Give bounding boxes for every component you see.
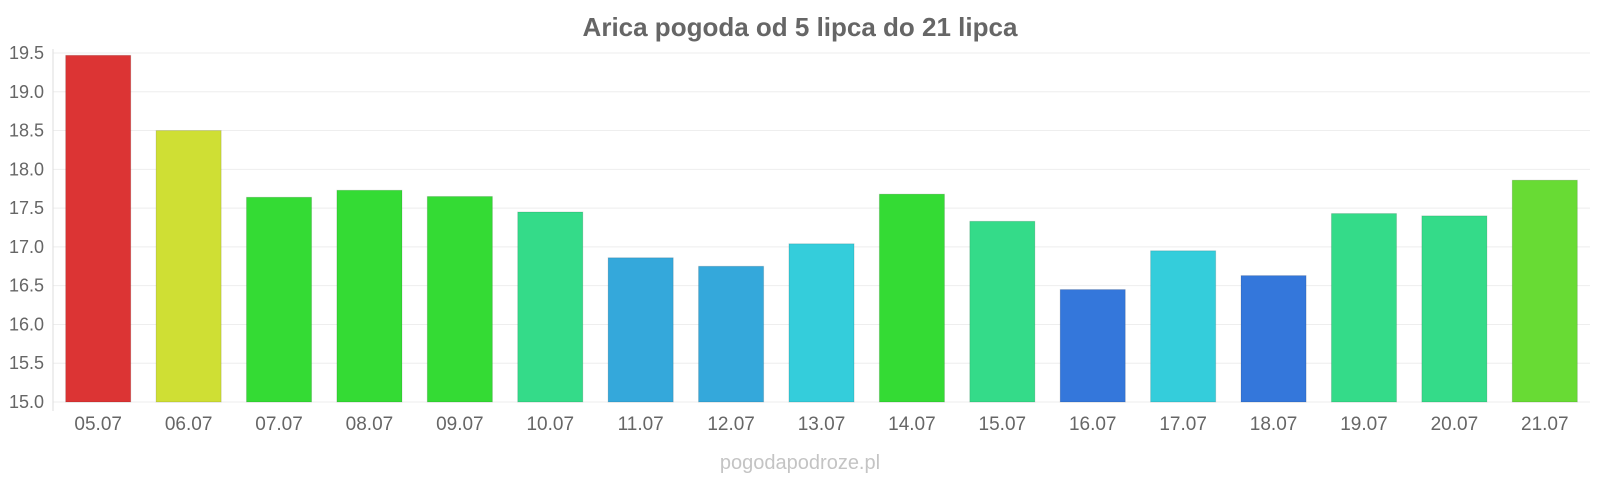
bar <box>245 196 313 403</box>
bar <box>1330 213 1398 403</box>
bar <box>1511 179 1578 403</box>
chart-title: Arica pogoda od 5 lipca do 21 lipca <box>583 12 1018 42</box>
x-tick-label: 21.07 <box>1521 414 1569 435</box>
bar <box>336 189 403 403</box>
bar <box>1059 289 1126 403</box>
bar <box>969 220 1036 403</box>
bar <box>65 54 132 403</box>
watermark: pogodapodroze.pl <box>720 452 880 474</box>
x-tick-label: 13.07 <box>798 414 846 435</box>
y-tick-label: 16.5 <box>9 276 44 296</box>
y-tick-label: 16.0 <box>9 314 44 334</box>
y-tick-label: 19.5 <box>9 43 44 63</box>
x-tick-label: 06.07 <box>165 414 213 435</box>
x-tick-label: 19.07 <box>1340 414 1388 435</box>
y-tick-label: 15.5 <box>9 353 44 373</box>
x-tick-label: 09.07 <box>436 414 484 435</box>
y-tick-label: 17.5 <box>9 198 44 218</box>
bar <box>517 211 584 403</box>
bar <box>607 257 674 403</box>
y-tick-label: 15.0 <box>9 392 44 412</box>
x-tick-label: 10.07 <box>526 414 574 435</box>
x-tick-label: 16.07 <box>1069 414 1117 435</box>
x-tick-label: 11.07 <box>618 414 664 435</box>
x-tick-label: 18.07 <box>1250 414 1298 435</box>
y-tick-label: 19.0 <box>9 82 44 102</box>
x-tick-label: 20.07 <box>1431 414 1479 435</box>
bar <box>1421 215 1488 403</box>
y-tick-label: 17.0 <box>9 237 44 257</box>
y-tick-label: 18.5 <box>9 121 44 141</box>
bar <box>155 130 222 403</box>
bar <box>698 265 765 403</box>
x-tick-label: 14.07 <box>888 414 936 435</box>
bar <box>788 243 855 403</box>
x-tick-label: 17.07 <box>1159 414 1207 435</box>
bar <box>426 195 493 403</box>
x-tick-label: 07.07 <box>255 414 303 435</box>
y-tick-label: 18.0 <box>9 159 44 179</box>
y-axis: 15.0 15.5 16.0 16.5 17.0 17.5 18.0 18.5 19.0 19.5 <box>9 43 54 412</box>
x-tick-label: 05.07 <box>74 414 122 435</box>
bars <box>65 54 1578 403</box>
bar <box>878 193 945 403</box>
bar <box>1150 250 1217 403</box>
x-axis: 05.07 06.07 07.07 08.07 09.07 10.07 11.07 12.07… <box>74 414 1568 435</box>
x-tick-label: 12.07 <box>707 414 755 435</box>
x-tick-label: 08.07 <box>346 414 394 435</box>
bar <box>1240 275 1307 403</box>
x-tick-label: 15.07 <box>979 414 1027 435</box>
